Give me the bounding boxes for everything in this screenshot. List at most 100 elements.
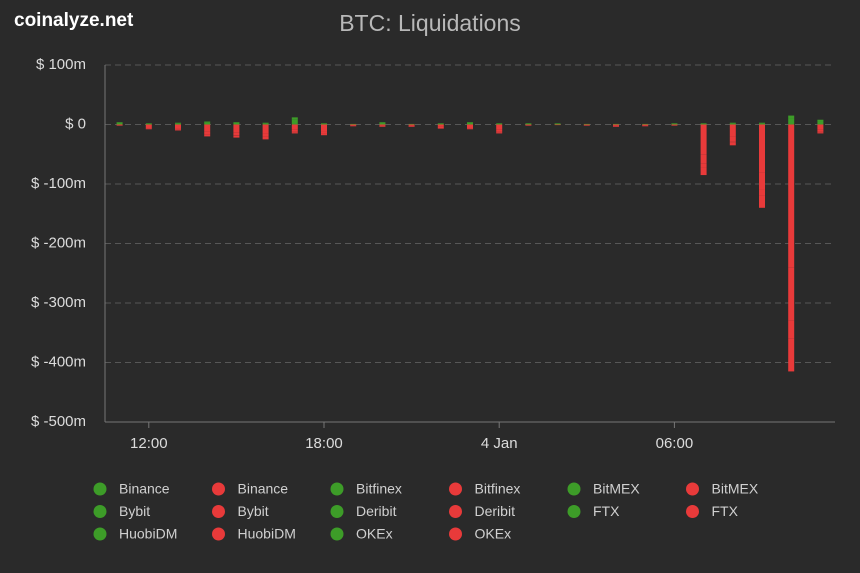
bar [233, 135, 240, 136]
bar [291, 131, 298, 133]
bar [496, 131, 503, 133]
legend-marker [567, 505, 581, 518]
bar [496, 124, 503, 130]
bar [700, 123, 707, 125]
bar [145, 127, 152, 129]
bar [291, 124, 298, 130]
legend-marker [449, 482, 462, 496]
bar [321, 134, 327, 136]
bar [379, 126, 386, 127]
legend-label: Deribit [356, 503, 397, 519]
bar [583, 124, 590, 126]
bar [759, 172, 765, 190]
bar [175, 128, 181, 130]
bar [408, 125, 415, 127]
bar [642, 125, 649, 127]
bar [729, 124, 736, 137]
bar [262, 133, 269, 137]
y-tick-label: $ 100m [36, 56, 86, 73]
bar [525, 124, 532, 126]
bar [204, 134, 211, 135]
legend-label: Bybit [119, 503, 150, 519]
bar [613, 124, 619, 126]
bar [554, 123, 561, 124]
bar [613, 123, 619, 125]
legend-label: Bitfinex [356, 481, 402, 497]
bar [759, 122, 765, 124]
bar [817, 129, 824, 132]
bar [817, 121, 824, 125]
chart-title: BTC: Liquidations [339, 10, 521, 36]
bar [613, 126, 619, 127]
bar [262, 136, 269, 140]
bar [145, 124, 152, 128]
bar [291, 119, 298, 125]
bar [262, 123, 269, 125]
bar [525, 123, 532, 125]
bar [204, 121, 211, 123]
legend-marker [567, 482, 581, 496]
bar [321, 123, 327, 125]
y-tick-label: $ -200m [31, 234, 86, 251]
y-tick-label: $ -500m [31, 413, 86, 430]
bar [525, 125, 532, 126]
legend-label: Deribit [475, 503, 516, 519]
x-tick-label: 12:00 [130, 435, 168, 452]
bar [408, 126, 415, 127]
bar [350, 124, 357, 126]
bar [233, 132, 240, 136]
y-tick-label: $ -100m [31, 175, 86, 192]
legend-label: Bybit [238, 503, 269, 519]
bar [204, 122, 211, 125]
bar [321, 133, 327, 135]
legend-marker [330, 527, 344, 541]
bar [145, 123, 152, 125]
legend-label: FTX [712, 503, 739, 519]
bar [437, 123, 444, 125]
legend-marker [212, 505, 225, 518]
bar [437, 128, 444, 129]
bar [613, 125, 619, 127]
x-tick-label: 4 Jan [481, 435, 518, 452]
legend-label: OKEx [356, 526, 393, 542]
bar [116, 122, 123, 123]
bar [175, 129, 181, 131]
legend-marker [449, 527, 462, 541]
y-tick-label: $ -300m [31, 294, 86, 311]
bar [759, 124, 765, 173]
bar [496, 129, 503, 132]
x-tick-label: 18:00 [305, 435, 343, 452]
bar [554, 123, 561, 125]
bar [671, 125, 678, 126]
legend-marker [93, 482, 107, 496]
bar [759, 189, 765, 196]
bar [788, 118, 795, 125]
bar [262, 124, 269, 134]
legend-label: OKEx [475, 526, 512, 542]
legend-marker [93, 527, 107, 541]
bar [437, 124, 444, 127]
bar [467, 128, 473, 130]
bar [175, 124, 181, 129]
bar [204, 134, 211, 137]
bar [700, 154, 707, 164]
legend-marker [686, 505, 699, 518]
bar [788, 124, 795, 268]
bar [817, 131, 824, 133]
bar [379, 122, 386, 123]
bar [262, 136, 269, 137]
bar [496, 132, 503, 134]
bar [496, 123, 503, 125]
bar [350, 125, 357, 127]
brand: coinalyze.net [14, 10, 134, 31]
bar [291, 129, 298, 132]
bar [204, 131, 211, 135]
bar [700, 167, 707, 176]
bar [467, 122, 473, 125]
bar [788, 338, 795, 372]
x-tick-label: 06:00 [656, 435, 694, 452]
bar [729, 141, 736, 143]
